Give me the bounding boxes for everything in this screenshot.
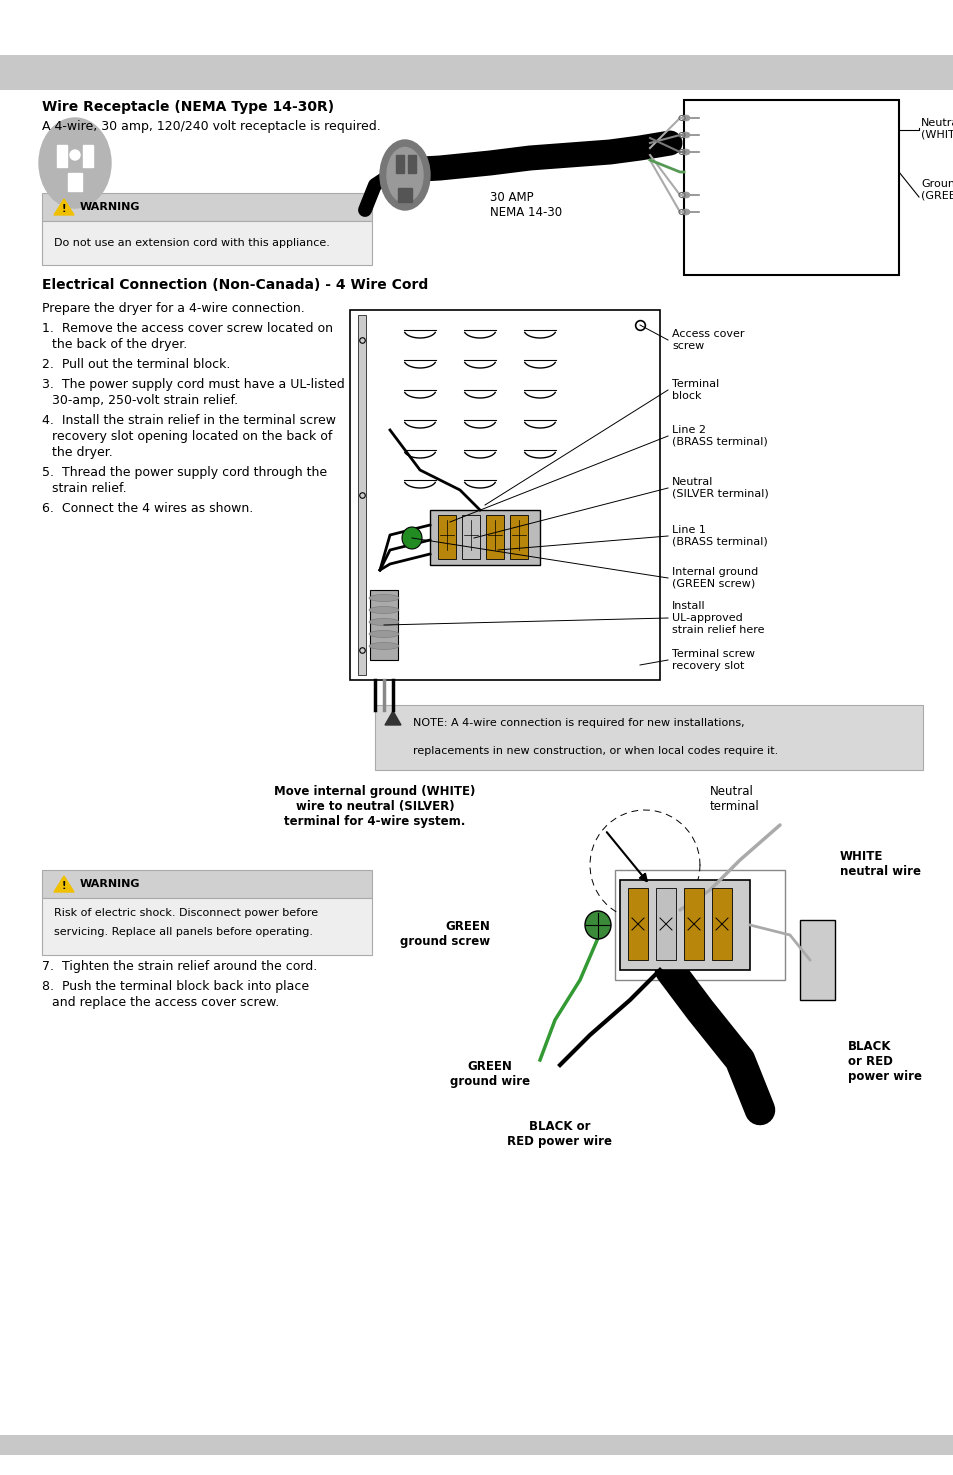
Ellipse shape (681, 209, 689, 215)
Text: 8.  Push the terminal block back into place: 8. Push the terminal block back into pla… (42, 979, 309, 993)
Polygon shape (385, 711, 400, 726)
Text: Do not use an extension cord with this appliance.: Do not use an extension cord with this a… (54, 237, 330, 248)
Text: Access cover
screw: Access cover screw (671, 329, 743, 351)
Bar (42, 870, 372, 898)
Text: 3.  The power supply cord must have a UL-listed: 3. The power supply cord must have a UL-… (42, 378, 344, 391)
Text: BLACK or
RED power wire: BLACK or RED power wire (507, 1120, 612, 1148)
Text: strain relief.: strain relief. (52, 482, 127, 496)
Text: Risk of electric shock. Disconnect power before: Risk of electric shock. Disconnect power… (54, 909, 317, 917)
Bar (42, 221, 372, 266)
Text: 1.  Remove the access cover screw located on: 1. Remove the access cover screw located… (42, 322, 333, 335)
Text: servicing. Replace all panels before operating.: servicing. Replace all panels before ope… (54, 926, 313, 937)
Ellipse shape (369, 618, 398, 625)
Bar (0, 55, 953, 90)
Text: Neutral
terminal: Neutral terminal (709, 785, 759, 813)
Ellipse shape (401, 527, 421, 549)
Text: 7.  Tighten the strain relief around the cord.: 7. Tighten the strain relief around the … (42, 960, 317, 974)
Text: NOTE: A 4-wire connection is required for new installations,: NOTE: A 4-wire connection is required fo… (413, 718, 744, 729)
Text: Electrical Connection (Non-Canada) - 4 Wire Cord: Electrical Connection (Non-Canada) - 4 W… (42, 277, 428, 292)
Text: the back of the dryer.: the back of the dryer. (52, 338, 187, 351)
Bar (627, 888, 647, 960)
Text: the dryer.: the dryer. (52, 445, 112, 459)
Text: A 4-wire, 30 amp, 120/240 volt receptacle is required.: A 4-wire, 30 amp, 120/240 volt receptacl… (42, 119, 380, 133)
Text: GREEN
ground wire: GREEN ground wire (450, 1061, 530, 1089)
Ellipse shape (70, 150, 80, 159)
Ellipse shape (681, 192, 689, 198)
Text: 4.  Install the strain relief in the terminal screw: 4. Install the strain relief in the term… (42, 414, 335, 426)
Polygon shape (54, 876, 74, 892)
Ellipse shape (369, 594, 398, 602)
Text: 2.  Pull out the terminal block.: 2. Pull out the terminal block. (42, 358, 230, 372)
Text: 30 AMP
NEMA 14-30: 30 AMP NEMA 14-30 (490, 190, 561, 218)
Text: Neutral
(SILVER terminal): Neutral (SILVER terminal) (671, 478, 768, 499)
Text: 5.  Thread the power supply cord through the: 5. Thread the power supply cord through … (42, 466, 327, 479)
Ellipse shape (681, 115, 689, 121)
Bar (68, 173, 82, 190)
Bar (615, 870, 784, 979)
Bar (510, 515, 527, 559)
Text: !: ! (62, 881, 66, 891)
Text: !: ! (62, 204, 66, 214)
Bar (57, 145, 67, 167)
Bar (683, 888, 703, 960)
Text: Terminal screw
recovery slot: Terminal screw recovery slot (671, 649, 754, 671)
Text: Internal ground
(GREEN screw): Internal ground (GREEN screw) (671, 568, 758, 589)
Bar (395, 155, 403, 173)
Bar (357, 316, 366, 676)
Text: replacements in new construction, or when local codes require it.: replacements in new construction, or whe… (413, 746, 778, 757)
Bar (408, 155, 416, 173)
Text: and replace the access cover screw.: and replace the access cover screw. (52, 996, 279, 1009)
Ellipse shape (369, 630, 398, 637)
Bar (0, 1435, 953, 1454)
Bar (350, 310, 659, 680)
Bar (83, 145, 92, 167)
Text: 30-amp, 250-volt strain relief.: 30-amp, 250-volt strain relief. (52, 394, 238, 407)
Bar (437, 515, 456, 559)
Bar (430, 510, 539, 565)
Text: WARNING: WARNING (80, 202, 140, 212)
Bar (397, 187, 412, 202)
Text: GREEN
ground screw: GREEN ground screw (399, 920, 490, 948)
Bar (656, 888, 676, 960)
Ellipse shape (369, 643, 398, 649)
Bar (461, 515, 479, 559)
Ellipse shape (379, 140, 430, 209)
Bar (711, 888, 731, 960)
Text: Prepare the dryer for a 4-wire connection.: Prepare the dryer for a 4-wire connectio… (42, 302, 304, 316)
Text: WARNING: WARNING (80, 879, 140, 889)
Text: Neutral
(WHITE wire): Neutral (WHITE wire) (920, 118, 953, 140)
Polygon shape (54, 199, 74, 215)
Text: Line 2
(BRASS terminal): Line 2 (BRASS terminal) (671, 425, 767, 447)
Bar (800, 920, 834, 1000)
Text: Terminal
block: Terminal block (671, 379, 719, 401)
Bar (370, 590, 397, 659)
Bar (375, 705, 923, 770)
Text: WHITE
neutral wire: WHITE neutral wire (840, 850, 920, 878)
Text: Ground
(GREEN wire): Ground (GREEN wire) (920, 178, 953, 201)
Ellipse shape (387, 148, 422, 202)
Ellipse shape (681, 131, 689, 139)
Ellipse shape (369, 606, 398, 614)
Bar (42, 898, 372, 954)
Bar (619, 881, 749, 971)
Text: Move internal ground (WHITE)
wire to neutral (SILVER)
terminal for 4-wire system: Move internal ground (WHITE) wire to neu… (274, 785, 476, 827)
Ellipse shape (681, 149, 689, 155)
Bar (42, 193, 372, 221)
Bar (683, 100, 898, 274)
Text: Install
UL-approved
strain relief here: Install UL-approved strain relief here (671, 602, 763, 634)
Ellipse shape (39, 118, 111, 208)
Text: Wire Receptacle (NEMA Type 14-30R): Wire Receptacle (NEMA Type 14-30R) (42, 100, 334, 114)
Text: Line 1
(BRASS terminal): Line 1 (BRASS terminal) (671, 525, 767, 547)
Bar (485, 515, 503, 559)
Text: recovery slot opening located on the back of: recovery slot opening located on the bac… (52, 431, 332, 442)
Ellipse shape (584, 912, 610, 940)
Text: BLACK
or RED
power wire: BLACK or RED power wire (847, 1040, 921, 1083)
Text: 6.  Connect the 4 wires as shown.: 6. Connect the 4 wires as shown. (42, 502, 253, 515)
